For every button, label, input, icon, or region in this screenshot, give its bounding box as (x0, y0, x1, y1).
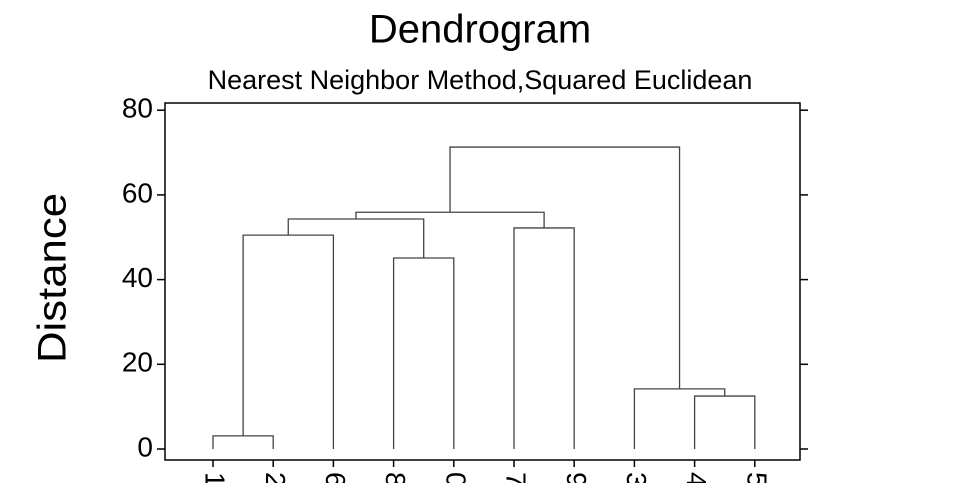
dendrogram-link (449, 146, 681, 389)
y-tick-label: 60 (122, 177, 153, 208)
leaf-label: 9 (561, 472, 592, 483)
y-tick-label: 0 (137, 431, 153, 462)
dendrogram-link (242, 234, 335, 449)
dendrogram-link (633, 388, 726, 449)
dendrogram-link (355, 211, 545, 228)
leaf-label: 0 (440, 472, 471, 483)
chart-subtitle: Nearest Neighbor Method,Squared Euclidea… (208, 65, 753, 95)
plot-frame (164, 102, 801, 461)
leaf-label: 7 (501, 472, 532, 483)
y-tick-label: 40 (122, 262, 153, 293)
leaf-label: 3 (621, 472, 652, 483)
y-tick-label: 20 (122, 347, 153, 378)
dendrogram-link (513, 227, 575, 449)
leaf-label: 8 (380, 472, 411, 483)
y-axis-label: Distance (31, 193, 75, 363)
dendrogram-link (392, 257, 455, 449)
leaf-label: 2 (260, 472, 291, 483)
dendrogram-link (287, 218, 425, 258)
dendrogram-link (693, 395, 756, 449)
y-tick-label: 80 (122, 93, 153, 124)
leaf-label: 4 (681, 472, 712, 483)
leaf-label: 6 (320, 472, 351, 483)
chart-title: Dendrogram (369, 8, 591, 52)
dendrogram-link (212, 435, 274, 449)
leaf-label: 5 (741, 472, 772, 483)
leaf-label: 1 (200, 472, 231, 483)
